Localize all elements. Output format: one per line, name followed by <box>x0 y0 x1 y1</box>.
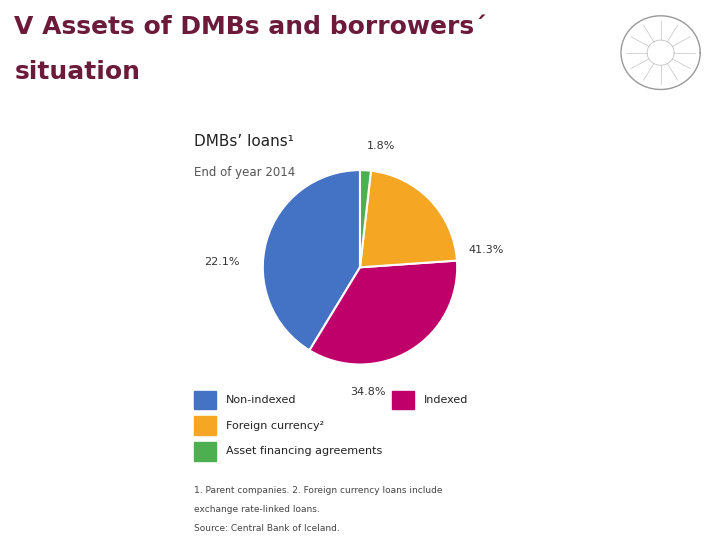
Wedge shape <box>360 171 457 267</box>
Text: situation: situation <box>14 60 140 84</box>
Text: End of year 2014: End of year 2014 <box>194 166 296 179</box>
Bar <box>194 391 216 409</box>
Text: 1.8%: 1.8% <box>367 141 395 151</box>
Text: Non-indexed: Non-indexed <box>226 395 297 405</box>
Text: 34.8%: 34.8% <box>350 387 385 397</box>
Text: 22.1%: 22.1% <box>204 258 240 267</box>
Text: DMBs’ loans¹: DMBs’ loans¹ <box>194 134 294 149</box>
Text: 41.3%: 41.3% <box>469 245 504 255</box>
Wedge shape <box>360 170 371 267</box>
Wedge shape <box>263 170 360 350</box>
Bar <box>194 442 216 461</box>
Bar <box>194 416 216 435</box>
Bar <box>392 391 414 409</box>
Text: Foreign currency²: Foreign currency² <box>226 421 324 430</box>
Text: Source: Central Bank of Iceland.: Source: Central Bank of Iceland. <box>194 524 340 533</box>
Text: exchange rate-linked loans.: exchange rate-linked loans. <box>194 505 320 514</box>
Text: V Assets of DMBs and borrowers´: V Assets of DMBs and borrowers´ <box>14 15 487 38</box>
Text: 1. Parent companies. 2. Foreign currency loans include: 1. Parent companies. 2. Foreign currency… <box>194 486 443 495</box>
Wedge shape <box>310 261 457 364</box>
Text: Indexed: Indexed <box>424 395 469 405</box>
Text: Asset financing agreements: Asset financing agreements <box>226 447 382 456</box>
